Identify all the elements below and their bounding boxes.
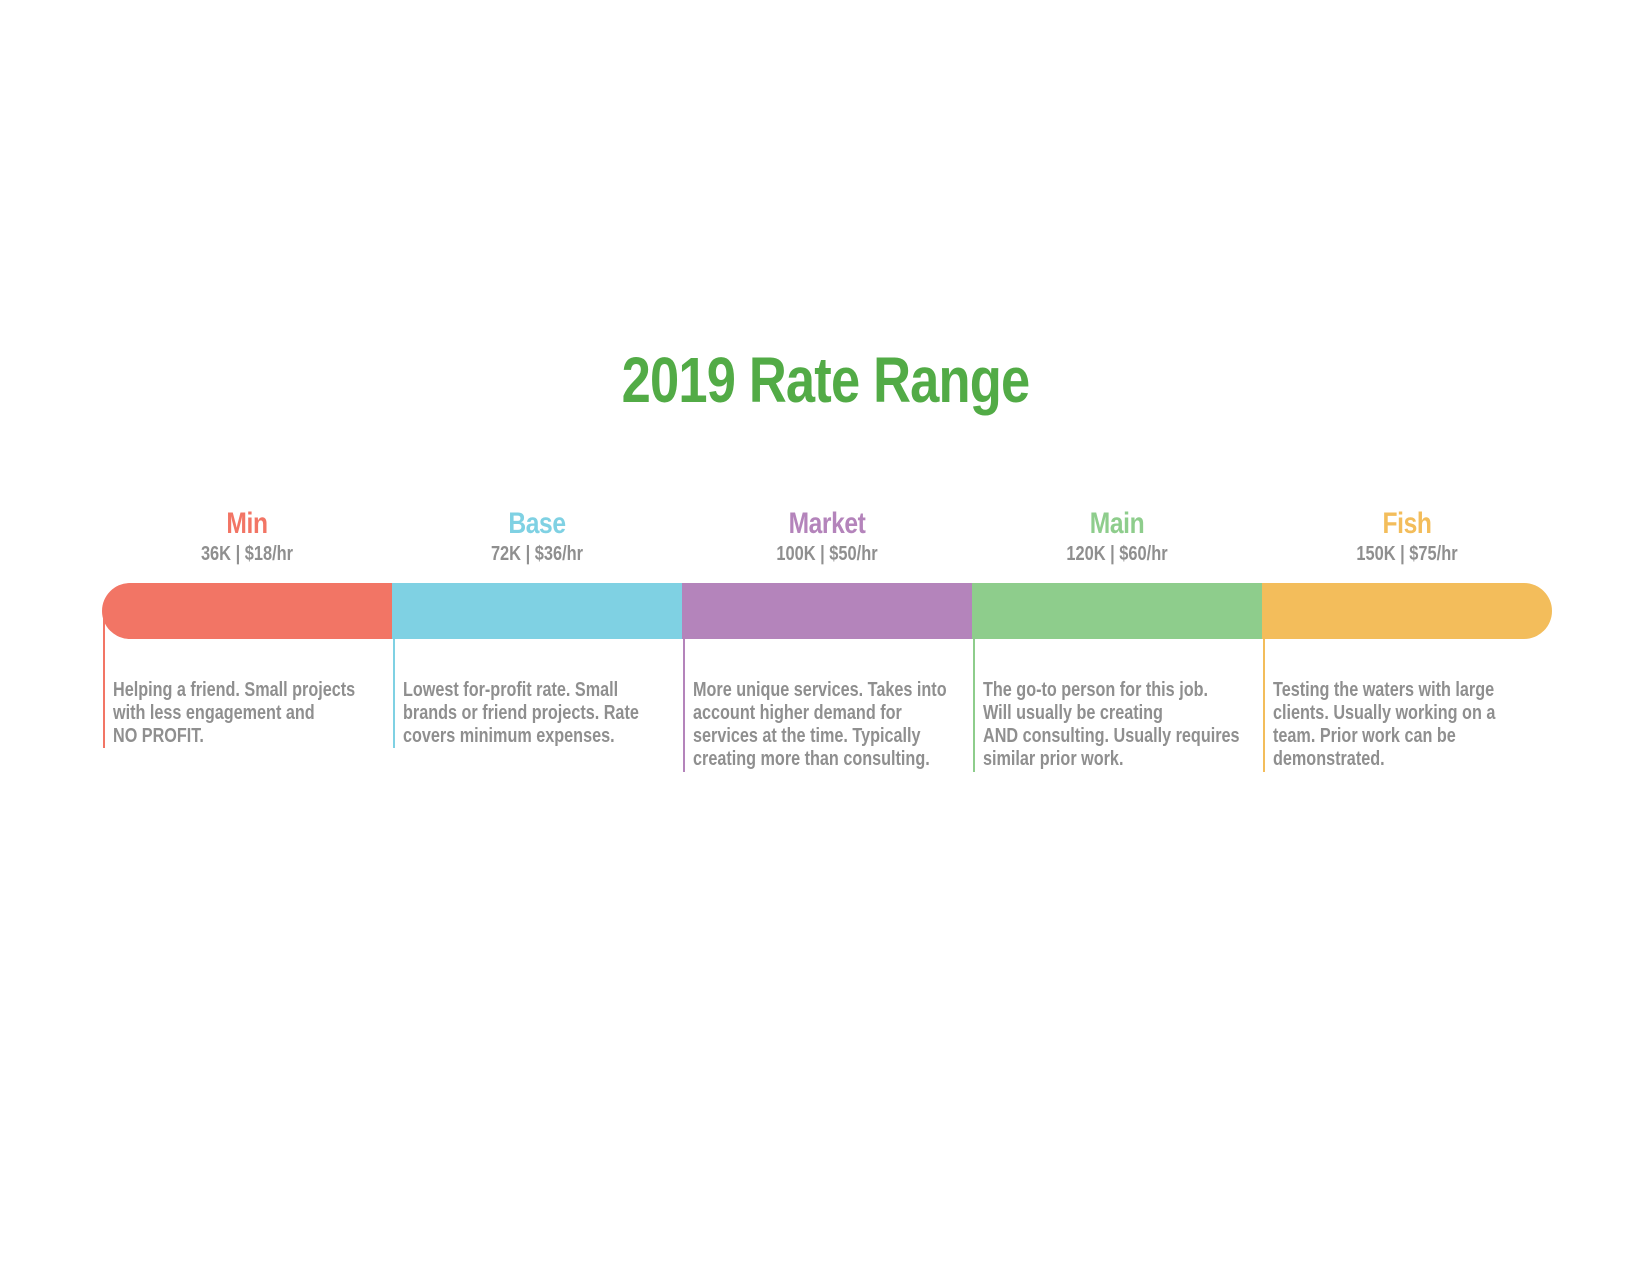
- range-bar-segment: [102, 583, 392, 639]
- tier-name: Fish: [1382, 507, 1432, 540]
- leader-line: [393, 615, 395, 748]
- tier-name: Min: [226, 507, 268, 540]
- range-bar-segment: [1262, 583, 1552, 639]
- leader-line: [1263, 615, 1265, 772]
- tier-name: Market: [788, 507, 866, 540]
- tier-market: Market 100K | $50/hr More unique service…: [682, 0, 972, 1276]
- tier-min: Min 36K | $18/hr Helping a friend. Small…: [102, 0, 392, 1276]
- range-bar-segment: [392, 583, 682, 639]
- tier-base: Base 72K | $36/hr Lowest for-profit rate…: [392, 0, 682, 1276]
- tier-description: Lowest for-profit rate. Small brands or …: [403, 679, 639, 747]
- tier-rate: 150K | $75/hr: [1356, 543, 1458, 565]
- tier-description: Helping a friend. Small projects with le…: [113, 679, 356, 747]
- page-title: 2019 Rate Range: [621, 344, 1031, 416]
- range-bar-segment: [682, 583, 972, 639]
- leader-line: [103, 615, 105, 748]
- tier-description: Testing the waters with large clients. U…: [1273, 679, 1496, 770]
- leader-line: [683, 615, 685, 772]
- tier-name: Base: [508, 507, 566, 540]
- leader-line: [973, 615, 975, 772]
- tier-rate: 36K | $18/hr: [200, 543, 294, 565]
- tier-main: Main 120K | $60/hr The go-to person for …: [972, 0, 1262, 1276]
- range-bar-segment: [972, 583, 1262, 639]
- tier-rate: 72K | $36/hr: [490, 543, 584, 565]
- tier-description: The go-to person for this job. Will usua…: [983, 679, 1240, 770]
- tier-rate: 120K | $60/hr: [1066, 543, 1168, 565]
- tier-name: Main: [1089, 507, 1145, 540]
- tier-rate: 100K | $50/hr: [776, 543, 878, 565]
- tier-description: More unique services. Takes into account…: [693, 679, 947, 770]
- tier-fish: Fish 150K | $75/hr Testing the waters wi…: [1262, 0, 1552, 1276]
